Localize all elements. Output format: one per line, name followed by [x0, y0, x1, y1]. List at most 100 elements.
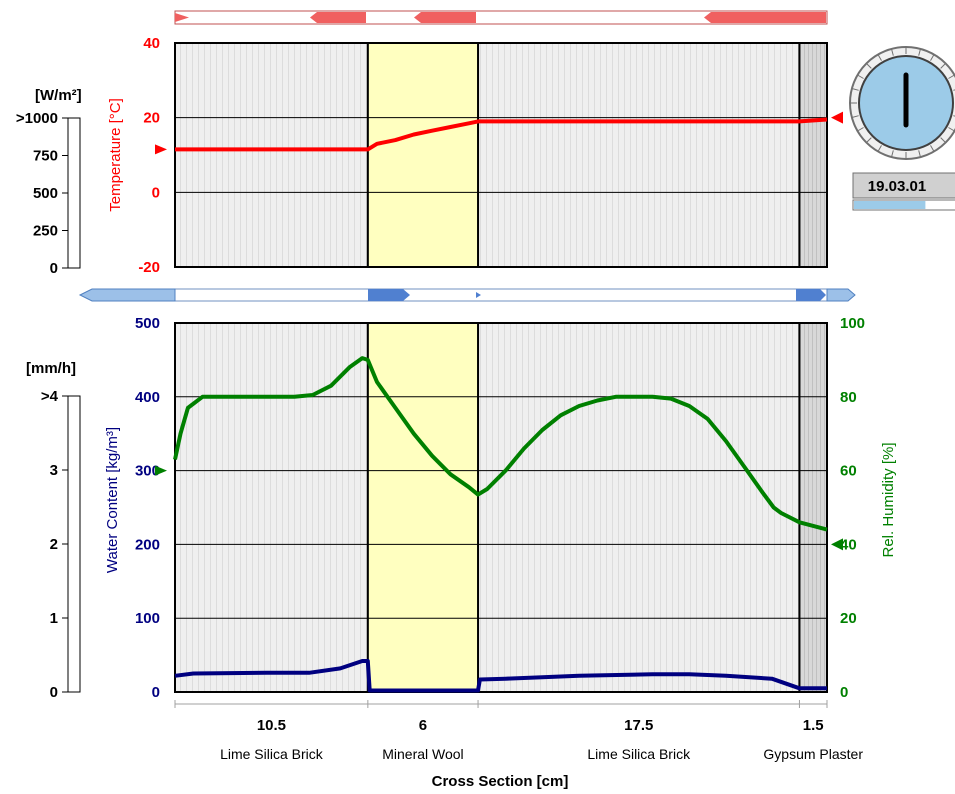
- boundary-marker-left: [155, 144, 167, 155]
- y-tick-label: 100: [135, 610, 160, 627]
- layer-thickness: 1.5: [803, 717, 824, 734]
- x-axis-title: Cross Section [cm]: [432, 773, 569, 790]
- layer-band: [799, 43, 827, 267]
- bezel-notch: [866, 137, 872, 143]
- layer-thickness: 6: [419, 717, 427, 734]
- bezel-notch: [851, 115, 859, 118]
- flux-arrow: [704, 12, 796, 23]
- radiation-bar: [67, 117, 81, 269]
- series-line: [173, 356, 828, 532]
- y-tick-label: 500: [135, 315, 160, 332]
- radiation-tick-label: 250: [33, 223, 58, 240]
- clock-widget: 19.03.01: [849, 46, 955, 211]
- layer-band: [175, 323, 368, 692]
- bezel-notch: [857, 127, 864, 132]
- layer-material: Mineral Wool: [382, 746, 463, 762]
- bezel-notch: [940, 137, 946, 143]
- bezel-notch: [948, 74, 955, 79]
- bezel-notch: [891, 48, 894, 56]
- bezel-notch: [948, 127, 955, 132]
- temperature-panel: 40 20 0 -20 Temperature [°C]: [107, 35, 843, 276]
- boundary-marker-right: [831, 538, 843, 551]
- rain-tick-label: 1: [50, 610, 58, 627]
- bezel-notch: [918, 48, 921, 56]
- y-axis-title: Temperature [°C]: [107, 98, 124, 212]
- flux-arrow: [310, 12, 366, 23]
- layer-band: [367, 323, 479, 692]
- rain-tick-label: >4: [41, 388, 59, 405]
- flux-arrow: [78, 288, 176, 302]
- rain-tick-label: 3: [50, 462, 58, 479]
- y-axis-title: Water Content [kg/m³]: [104, 427, 121, 573]
- bezel-notch: [953, 89, 955, 91]
- layer-material: Lime Silica Brick: [587, 746, 691, 762]
- rain-tick-label: 0: [50, 684, 58, 701]
- bezel-notch: [891, 150, 894, 158]
- layer-band: [799, 323, 827, 692]
- rain-unit: [mm/h]: [26, 360, 76, 377]
- layer-band: [175, 43, 368, 267]
- y2-tick-label: 20: [840, 610, 857, 627]
- y-tick-label: 400: [135, 389, 160, 406]
- moisture-flux-bar: [78, 288, 856, 302]
- boundary-marker-right: [831, 111, 843, 124]
- bezel-notch: [851, 88, 859, 91]
- rain-scale: [mm/h] >4 3 2 1 0: [26, 360, 81, 701]
- layer-thickness: 17.5: [624, 717, 653, 734]
- bezel-notch: [940, 63, 946, 69]
- bezel-notch: [918, 150, 921, 158]
- radiation-tick-label: 500: [33, 185, 58, 202]
- y2-tick-label: 80: [840, 389, 857, 406]
- rain-tick-label: 2: [50, 536, 58, 553]
- flux-arrow: [476, 292, 481, 298]
- radiation-unit: [W/m²]: [35, 87, 82, 104]
- y2-tick-label: 100: [840, 315, 865, 332]
- layer-thickness: 10.5: [257, 717, 286, 734]
- rain-bar: [67, 395, 81, 693]
- date-label: 19.03.01: [868, 178, 926, 195]
- y2-tick-label: 0: [840, 684, 848, 701]
- bezel-notch: [930, 145, 935, 152]
- bezel-notch: [877, 145, 882, 152]
- heat-flux-bar: [174, 10, 828, 25]
- y-tick-label: 40: [143, 35, 160, 52]
- bezel-notch: [866, 63, 872, 69]
- flux-arrow: [796, 289, 826, 301]
- radiation-scale: [W/m²] >1000 750 500 250 0: [16, 87, 82, 277]
- bezel-notch: [857, 74, 864, 79]
- layer-material: Gypsum Plaster: [763, 746, 863, 762]
- flux-arrow: [414, 12, 476, 23]
- bezel-notch: [877, 54, 882, 61]
- bezel-notch: [930, 54, 935, 61]
- flux-arrow: [826, 288, 856, 302]
- boundary-marker-left: [155, 465, 167, 476]
- series-line: [174, 659, 827, 693]
- date-box: [852, 172, 955, 199]
- y-tick-label: 20: [143, 110, 160, 127]
- layer-material: Lime Silica Brick: [220, 746, 324, 762]
- flux-arrow: [796, 12, 826, 23]
- flux-arrow: [368, 289, 410, 301]
- y2-axis-title: Rel. Humidity [%]: [880, 442, 897, 557]
- y-tick-label: 0: [152, 184, 160, 201]
- y-tick-label: 300: [135, 463, 160, 480]
- plot-frame: [174, 42, 828, 268]
- plot-frame: [174, 322, 828, 693]
- series-line: [175, 117, 828, 152]
- flux-arrow: [175, 13, 189, 22]
- radiation-tick-label: 750: [33, 148, 58, 165]
- radiation-tick-label: >1000: [16, 110, 58, 127]
- date-progress-fill: [854, 201, 926, 209]
- y2-tick-label: 60: [840, 463, 857, 480]
- y2-tick-label: 40: [840, 536, 857, 553]
- y-tick-label: 0: [152, 684, 160, 701]
- layer-band: [367, 43, 479, 267]
- layer-band: [478, 43, 800, 267]
- bezel-notch: [953, 115, 955, 117]
- y-tick-label: -20: [138, 259, 160, 276]
- y-tick-label: 200: [135, 536, 160, 553]
- layer-band: [478, 323, 800, 692]
- radiation-tick-label: 0: [50, 260, 58, 277]
